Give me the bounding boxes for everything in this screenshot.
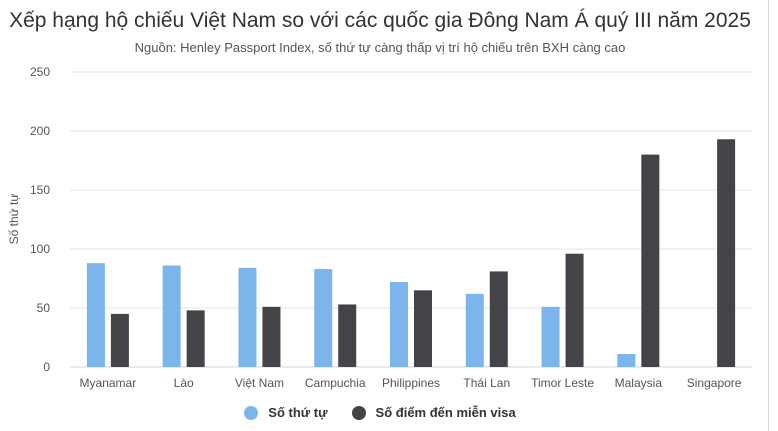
bar-visa-free-3[interactable] <box>338 304 357 367</box>
bar-visa-free-1[interactable] <box>186 310 205 367</box>
y-axis-label: Số thứ tự <box>7 194 21 245</box>
frame-border <box>768 0 769 431</box>
chart-subtitle: Nguồn: Henley Passport Index, số thứ tự … <box>134 40 626 55</box>
y-tick-label: 150 <box>30 183 50 197</box>
bar-visa-free-5[interactable] <box>489 271 508 367</box>
bar-visa-free-4[interactable] <box>414 290 432 367</box>
chart-title: Xếp hạng hộ chiếu Việt Nam so với các qu… <box>9 9 751 32</box>
bar-visa-free-0[interactable] <box>110 313 129 367</box>
legend: Số thứ tự Số điểm đến miễn visa <box>0 405 760 420</box>
x-tick-label: Philippines <box>382 376 440 390</box>
bar-rank-7[interactable] <box>617 354 636 367</box>
legend-label-visa-free: Số điểm đến miễn visa <box>375 405 516 420</box>
bar-visa-free-7[interactable] <box>641 154 660 367</box>
x-tick-label: Việt Nam <box>235 376 284 390</box>
bar-rank-3[interactable] <box>314 269 333 367</box>
x-tick-label: Lào <box>174 376 194 390</box>
x-axis-ticks: Myanamar Lào Việt Nam Campuchia Philippines T… <box>80 376 742 390</box>
legend-item-visa-free[interactable]: Số điểm đến miễn visa <box>351 405 516 420</box>
y-tick-label: 100 <box>30 242 50 256</box>
bar-rank-5[interactable] <box>465 293 484 367</box>
bar-visa-free-8[interactable] <box>717 139 736 367</box>
bar-visa-free-2[interactable] <box>262 306 281 367</box>
x-tick-label: Malaysia <box>615 376 663 390</box>
y-axis-ticks: 0 50 100 150 200 250 <box>30 65 50 374</box>
bars <box>86 139 736 367</box>
bar-rank-0[interactable] <box>86 263 105 367</box>
y-tick-label: 250 <box>30 65 50 79</box>
y-tick-label: 0 <box>43 360 50 374</box>
x-tick-label: Thái Lan <box>463 376 510 390</box>
legend-item-rank[interactable]: Số thứ tự <box>244 405 328 420</box>
bar-rank-6[interactable] <box>541 306 560 367</box>
x-tick-label: Myanamar <box>80 376 137 390</box>
bar-rank-4[interactable] <box>390 282 408 367</box>
x-tick-label: Campuchia <box>305 376 366 390</box>
x-tick-label: Singapore <box>687 376 742 390</box>
legend-label-rank: Số thứ tự <box>268 405 328 420</box>
legend-dot-visa-free <box>351 405 366 420</box>
legend-dot-rank <box>244 405 259 420</box>
bar-rank-1[interactable] <box>162 265 181 367</box>
x-tick-label: Timor Leste <box>531 376 594 390</box>
bar-rank-2[interactable] <box>238 267 257 367</box>
y-tick-label: 50 <box>37 301 51 315</box>
bar-visa-free-6[interactable] <box>565 253 584 367</box>
gridlines <box>70 71 752 368</box>
y-tick-label: 200 <box>30 124 50 138</box>
